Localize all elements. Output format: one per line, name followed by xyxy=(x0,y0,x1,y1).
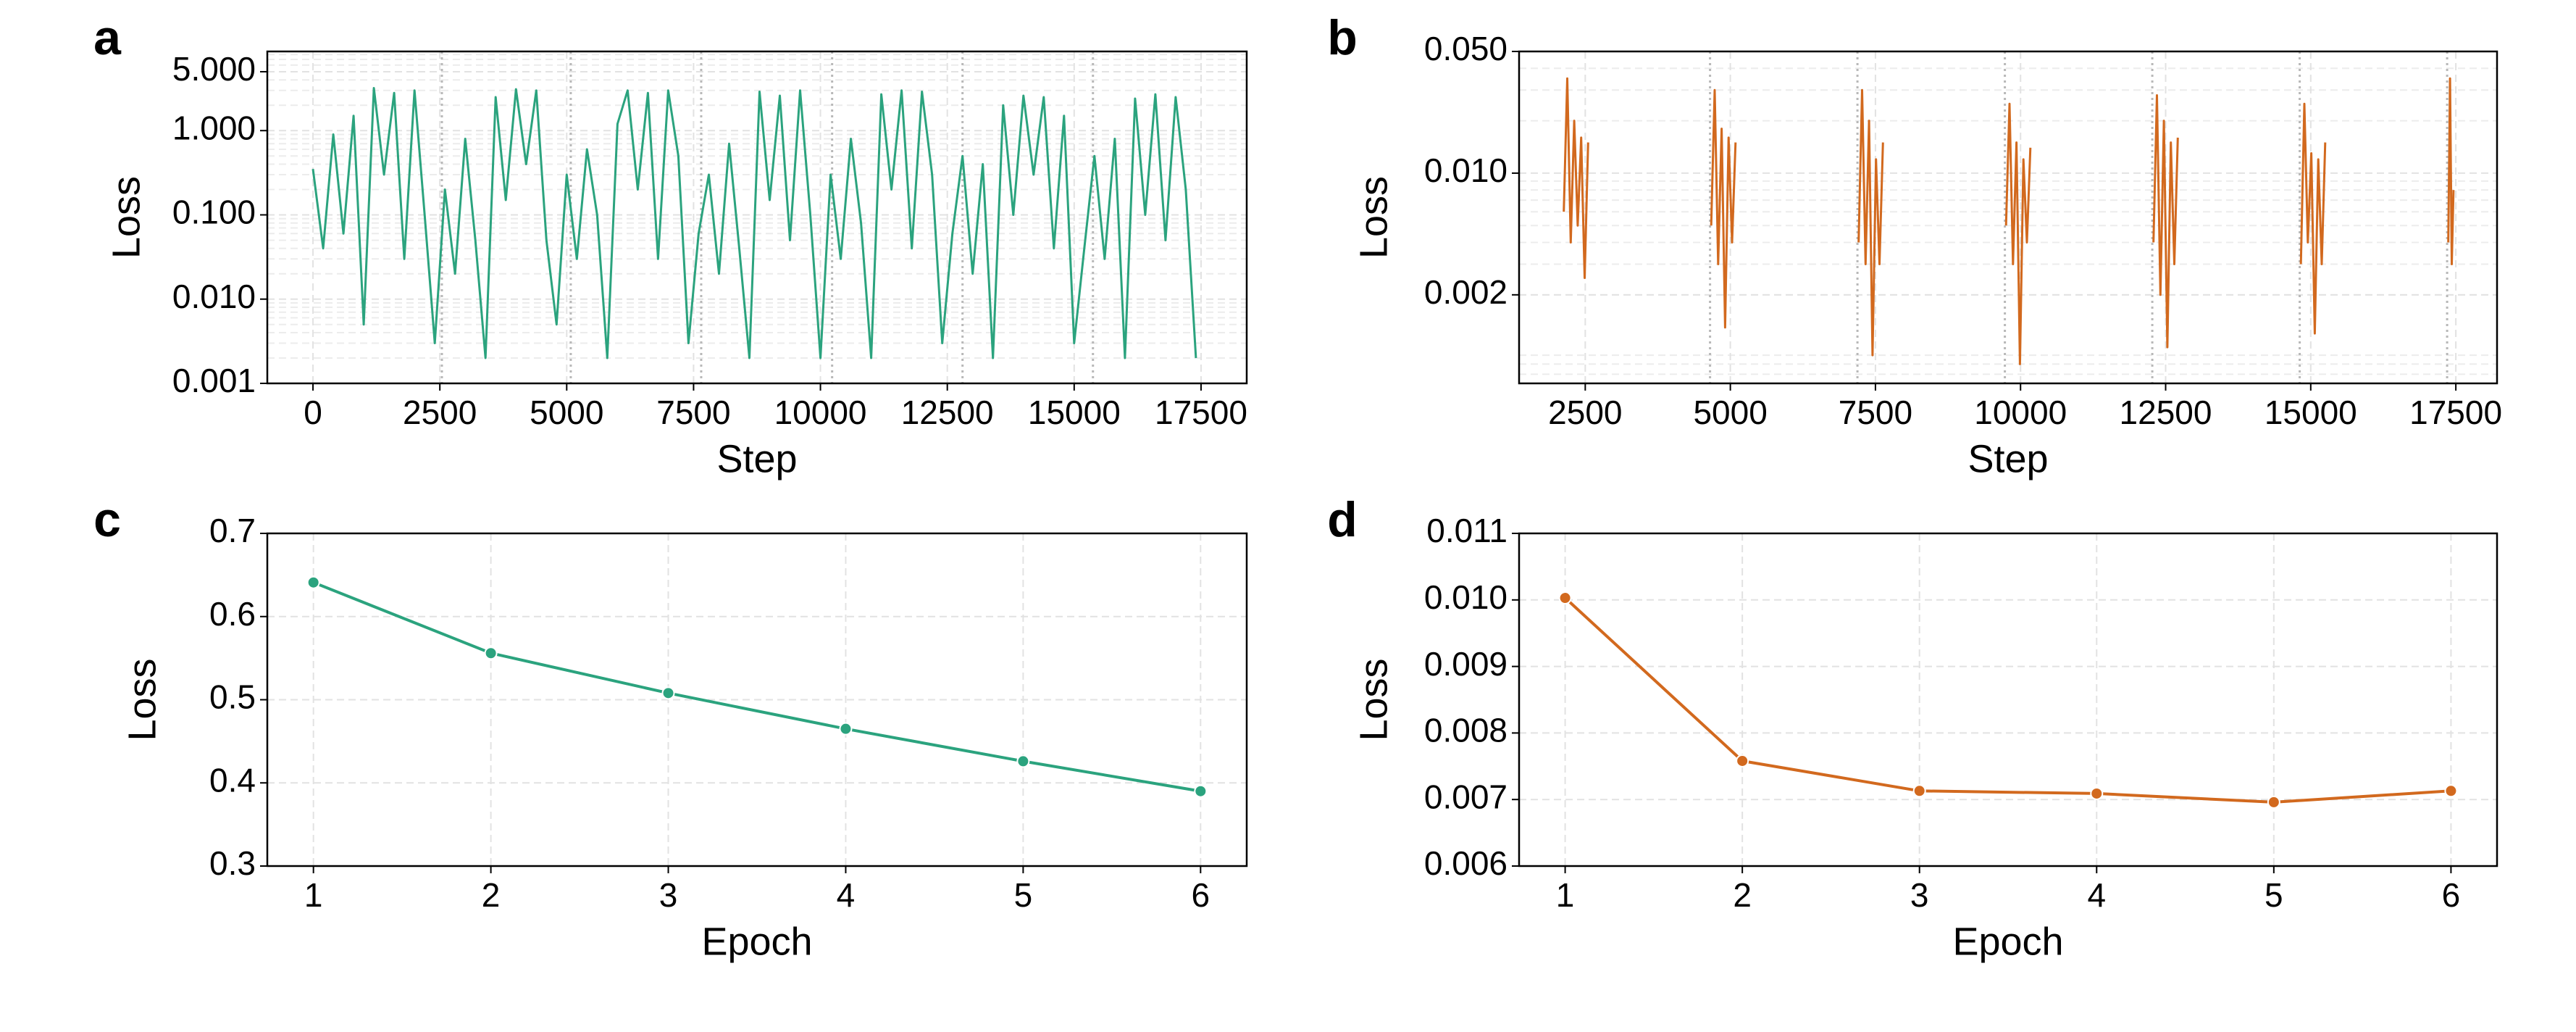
x-tick-label: 12500 xyxy=(2120,394,2212,431)
panel-label: d xyxy=(1327,492,1358,547)
x-tick-label: 7500 xyxy=(1839,394,1912,431)
x-tick-label: 15000 xyxy=(2265,394,2357,431)
y-tick-label: 0.011 xyxy=(1426,512,1507,549)
y-tick-label: 0.5 xyxy=(209,678,256,716)
panel-label: b xyxy=(1327,10,1358,65)
x-tick-label: 2500 xyxy=(403,394,477,431)
y-axis-label: Loss xyxy=(104,176,148,259)
x-tick-label: 12500 xyxy=(901,394,994,431)
y-tick-label: 0.006 xyxy=(1424,844,1507,882)
y-axis-label: Loss xyxy=(1352,658,1395,741)
axes-frame xyxy=(266,50,1248,385)
marker xyxy=(661,686,675,700)
y-tick-label: 0.007 xyxy=(1424,778,1507,815)
panel-label: c xyxy=(93,492,121,547)
axes-frame xyxy=(266,532,1248,867)
y-axis-label: Loss xyxy=(1352,176,1395,259)
x-tick-label: 5000 xyxy=(530,394,603,431)
marker xyxy=(839,722,853,736)
axes-frame xyxy=(1518,532,2498,867)
x-tick-label: 5000 xyxy=(1693,394,1767,431)
x-axis-label: Epoch xyxy=(701,920,812,963)
panel-label: a xyxy=(93,10,122,65)
x-tick-label: 15000 xyxy=(1028,394,1121,431)
y-tick-label: 0.6 xyxy=(209,595,256,633)
y-tick-label: 1.000 xyxy=(172,109,256,146)
x-tick-label: 2 xyxy=(482,876,501,914)
x-axis-label: Step xyxy=(1967,437,2048,480)
marker xyxy=(1558,591,1572,605)
x-tick-label: 10000 xyxy=(774,394,867,431)
y-tick-label: 0.010 xyxy=(172,278,256,315)
marker xyxy=(2090,786,2104,800)
loss-line xyxy=(312,580,1201,793)
y-tick-label: 5.000 xyxy=(172,50,256,88)
x-axis-label: Epoch xyxy=(1952,920,2063,963)
x-tick-label: 1 xyxy=(1556,876,1575,914)
y-tick-label: 0.009 xyxy=(1424,645,1507,683)
marker xyxy=(2267,795,2280,809)
marker xyxy=(1912,784,1926,798)
x-tick-label: 5 xyxy=(1014,876,1033,914)
x-axis-label: Step xyxy=(716,437,797,480)
x-tick-label: 17500 xyxy=(2409,394,2502,431)
x-tick-label: 6 xyxy=(1192,876,1210,914)
y-tick-label: 0.100 xyxy=(172,194,256,231)
marker xyxy=(1736,754,1749,767)
x-tick-label: 4 xyxy=(2087,876,2106,914)
y-tick-label: 0.010 xyxy=(1424,151,1507,189)
y-tick-label: 0.001 xyxy=(172,362,256,399)
loss-line xyxy=(1563,77,2455,365)
y-tick-label: 0.4 xyxy=(209,761,256,799)
y-tick-label: 0.008 xyxy=(1424,712,1507,749)
axes-frame xyxy=(1518,50,2498,385)
marker xyxy=(2444,784,2458,798)
x-tick-label: 7500 xyxy=(656,394,730,431)
x-tick-label: 3 xyxy=(659,876,678,914)
x-tick-label: 17500 xyxy=(1155,394,1247,431)
marker xyxy=(484,646,498,660)
marker xyxy=(1194,784,1208,798)
x-tick-label: 0 xyxy=(304,394,322,431)
marker xyxy=(1016,754,1030,768)
x-tick-label: 4 xyxy=(837,876,856,914)
y-axis-label: Loss xyxy=(120,658,164,741)
x-tick-label: 5 xyxy=(2265,876,2283,914)
y-tick-label: 0.3 xyxy=(209,844,256,882)
y-tick-label: 0.010 xyxy=(1424,578,1507,616)
x-tick-label: 3 xyxy=(1910,876,1929,914)
x-tick-label: 6 xyxy=(2442,876,2461,914)
marker xyxy=(306,575,320,589)
x-tick-label: 2 xyxy=(1733,876,1752,914)
x-tick-label: 1 xyxy=(304,876,323,914)
y-tick-label: 0.002 xyxy=(1424,273,1507,311)
loss-line xyxy=(311,87,1197,359)
x-tick-label: 10000 xyxy=(1974,394,2067,431)
y-tick-label: 0.7 xyxy=(209,512,256,549)
y-tick-label: 0.050 xyxy=(1424,30,1507,67)
x-tick-label: 2500 xyxy=(1548,394,1622,431)
loss-line xyxy=(1564,596,2451,804)
